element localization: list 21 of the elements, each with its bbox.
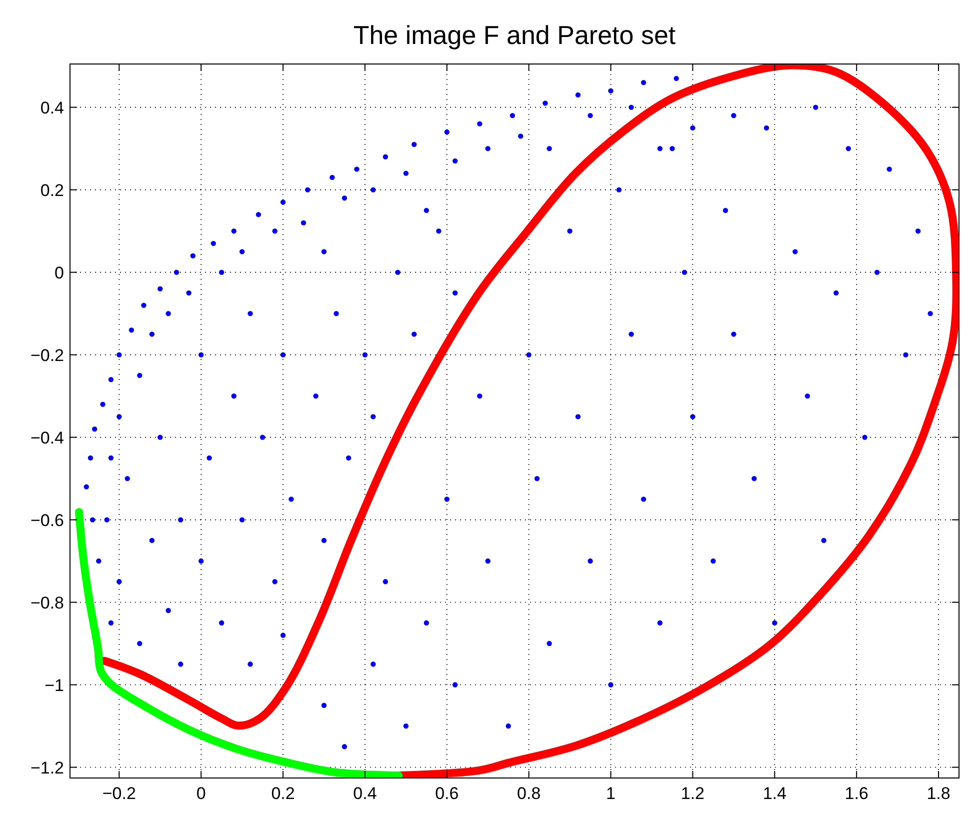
y-tick-label: −0.6 — [30, 510, 64, 530]
x-tick-label: −0.2 — [102, 784, 136, 803]
y-tick-label: 0.2 — [40, 180, 64, 200]
x-tick-label: 1.8 — [926, 784, 950, 803]
x-tick-label: 1.2 — [680, 784, 705, 803]
x-tick-label: 0.6 — [435, 784, 459, 803]
y-tick-label: −0.4 — [30, 428, 64, 448]
x-tick-label: 1 — [606, 784, 616, 803]
chart-title: The image F and Pareto set — [353, 20, 676, 50]
x-tick-label: 0.8 — [517, 784, 541, 803]
x-tick-label: 0.4 — [353, 784, 377, 803]
x-tick-label: 1.4 — [762, 784, 786, 803]
y-tick-label: −1 — [44, 676, 64, 695]
x-tick-label: 0 — [196, 784, 206, 803]
x-tick-label: 0.2 — [271, 784, 295, 803]
y-tick-label: 0.4 — [40, 98, 64, 118]
y-tick-label: −0.8 — [30, 593, 64, 612]
x-tick-label: 1.6 — [844, 784, 868, 803]
y-tick-label: 0 — [54, 263, 64, 282]
y-tick-label: −1.2 — [30, 758, 64, 778]
y-tick-label: −0.2 — [30, 346, 64, 365]
